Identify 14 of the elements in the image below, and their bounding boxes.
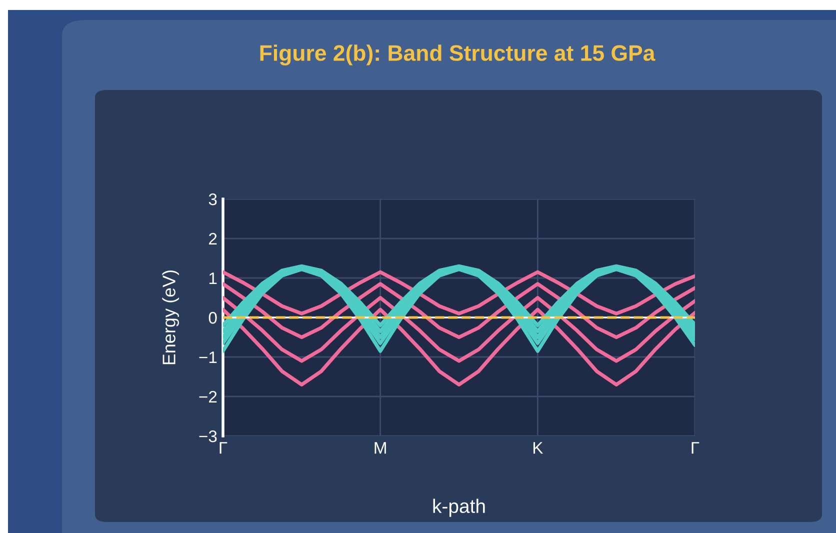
x-tick-label: Γ bbox=[692, 442, 700, 454]
x-tick-label: K bbox=[533, 442, 544, 454]
y-tick-label: 0 bbox=[208, 312, 217, 324]
x-axis-title: k-path bbox=[433, 498, 485, 517]
x-tick-label: Γ bbox=[220, 442, 228, 454]
y-tick-label: 3 bbox=[208, 193, 217, 206]
y-tick-label: −1 bbox=[199, 352, 217, 364]
chart-title: Figure 2(b): Band Structure at 15 GPa bbox=[260, 44, 656, 66]
y-tick-label: −3 bbox=[199, 430, 217, 442]
y-tick-label: −2 bbox=[199, 390, 217, 403]
x-tick-label: M bbox=[374, 442, 386, 454]
y-tick-label: 2 bbox=[209, 232, 217, 245]
y-tick-label: 1 bbox=[209, 272, 217, 284]
y-axis-title: Energy (eV) bbox=[162, 270, 179, 364]
